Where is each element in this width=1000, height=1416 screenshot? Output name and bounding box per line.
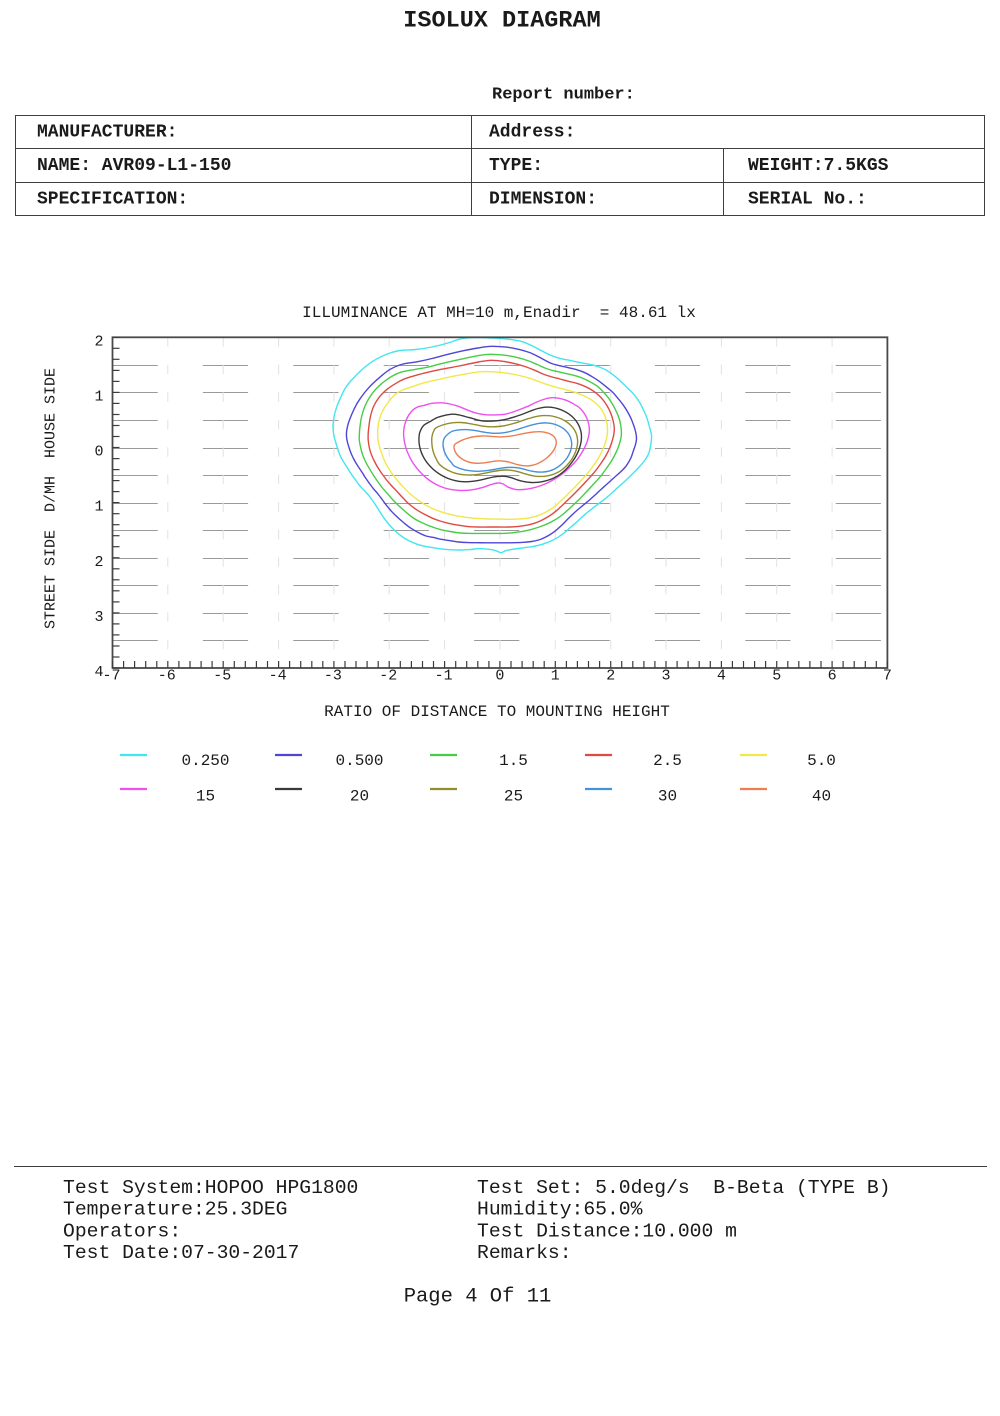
svg-text:Temperature:25.3DEG: Temperature:25.3DEG <box>63 1199 287 1221</box>
svg-text:DIMENSION:: DIMENSION: <box>489 189 597 209</box>
svg-text:ILLUMINANCE AT MH=10 m,Enadir: ILLUMINANCE AT MH=10 m,Enadir = 48.61 lx <box>302 304 696 322</box>
svg-text:0.250: 0.250 <box>181 752 229 770</box>
svg-text:RATIO OF DISTANCE TO MOUNTING: RATIO OF DISTANCE TO MOUNTING HEIGHT <box>324 703 670 721</box>
svg-text:2.5: 2.5 <box>653 752 682 770</box>
svg-text:Test Distance:10.000 m: Test Distance:10.000 m <box>477 1220 737 1242</box>
svg-text:Test System:HOPOO HPG1800: Test System:HOPOO HPG1800 <box>63 1177 358 1199</box>
svg-text:ISOLUX DIAGRAM: ISOLUX DIAGRAM <box>403 8 600 35</box>
svg-text:-6: -6 <box>158 668 176 685</box>
svg-text:1: 1 <box>94 388 103 405</box>
svg-text:1: 1 <box>551 668 560 685</box>
svg-text:1: 1 <box>94 499 103 516</box>
svg-text:Operators:: Operators: <box>63 1220 181 1242</box>
svg-text:Test Date:07-30-2017: Test Date:07-30-2017 <box>63 1242 299 1264</box>
svg-text:0: 0 <box>495 668 504 685</box>
svg-text:Page 4 Of 11: Page 4 Of 11 <box>404 1286 552 1309</box>
svg-text:25: 25 <box>504 788 523 806</box>
svg-text:-7: -7 <box>102 668 120 685</box>
svg-text:3: 3 <box>661 668 670 685</box>
svg-text:Address:: Address: <box>489 123 575 143</box>
svg-text:2: 2 <box>94 554 103 571</box>
svg-text:STREET SIDE D/MH HOUSE SIDE: STREET SIDE D/MH HOUSE SIDE <box>43 368 60 629</box>
svg-text:-2: -2 <box>379 668 397 685</box>
svg-text:Test Set: 5.0deg/s B-Beta (TY: Test Set: 5.0deg/s B-Beta (TYPE B) <box>477 1177 891 1199</box>
svg-text:WEIGHT:7.5KGS: WEIGHT:7.5KGS <box>748 156 889 176</box>
svg-text:NAME: AVR09-L1-150: NAME: AVR09-L1-150 <box>37 156 231 176</box>
svg-text:0: 0 <box>94 444 103 461</box>
svg-text:-1: -1 <box>435 668 453 685</box>
svg-text:5.0: 5.0 <box>807 752 836 770</box>
svg-text:2: 2 <box>606 668 615 685</box>
svg-text:MANUFACTURER:: MANUFACTURER: <box>37 123 177 143</box>
svg-text:Humidity:65.0%: Humidity:65.0% <box>477 1199 643 1221</box>
svg-text:Remarks:: Remarks: <box>477 1242 572 1264</box>
svg-text:0.500: 0.500 <box>335 752 383 770</box>
svg-text:TYPE:: TYPE: <box>489 156 543 176</box>
svg-text:1.5: 1.5 <box>499 752 528 770</box>
svg-text:4: 4 <box>717 668 726 685</box>
svg-text:-5: -5 <box>213 668 231 685</box>
svg-text:3: 3 <box>94 609 103 626</box>
svg-text:5: 5 <box>772 668 781 685</box>
svg-text:-3: -3 <box>324 668 342 685</box>
svg-text:30: 30 <box>658 788 677 806</box>
svg-text:-4: -4 <box>269 668 287 685</box>
svg-text:2: 2 <box>94 333 103 350</box>
svg-text:40: 40 <box>812 788 831 806</box>
svg-text:20: 20 <box>350 788 369 806</box>
svg-text:4: 4 <box>94 664 103 681</box>
svg-text:SERIAL No.:: SERIAL No.: <box>748 189 867 209</box>
svg-text:SPECIFICATION:: SPECIFICATION: <box>37 189 188 209</box>
svg-text:6: 6 <box>828 668 837 685</box>
svg-text:15: 15 <box>196 788 215 806</box>
svg-text:7: 7 <box>883 668 892 685</box>
svg-text:Report number:: Report number: <box>492 86 635 105</box>
